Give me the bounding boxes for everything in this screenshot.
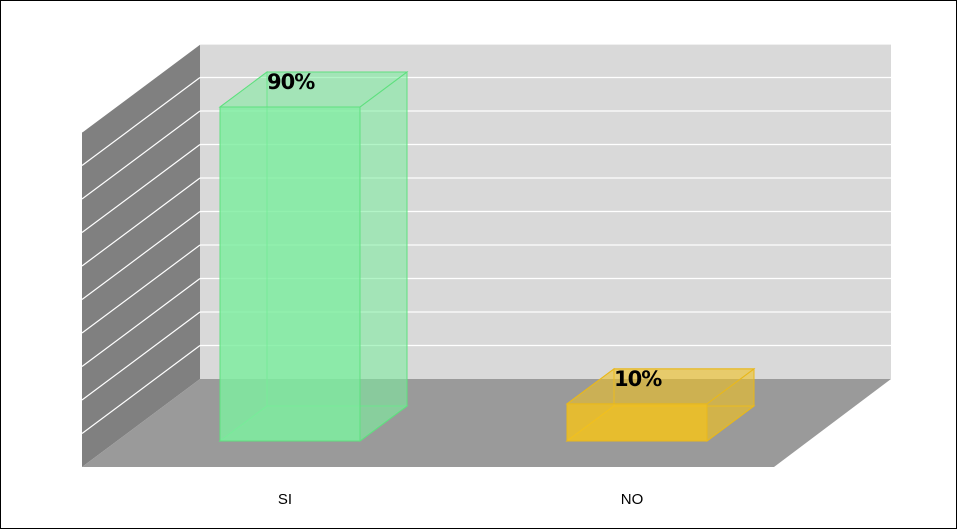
gridline-side (81, 177, 201, 267)
gridline-side (81, 345, 201, 434)
gridline-side (81, 110, 201, 200)
data-label: 10% (614, 367, 662, 391)
gridline-side (81, 278, 201, 367)
gridline-side (81, 211, 201, 300)
bar-side-face (359, 71, 408, 442)
gridline-side (81, 144, 201, 233)
gridline-side (81, 311, 201, 401)
gridline-side (81, 77, 201, 166)
gridline-side (81, 43, 201, 133)
category-label: SI (278, 491, 292, 508)
category-label: NO (621, 491, 644, 508)
bar-si (219, 106, 361, 442)
gridline-side (81, 244, 201, 334)
floor (82, 379, 891, 467)
bar-no (566, 403, 708, 442)
data-label: 90% (267, 70, 315, 94)
